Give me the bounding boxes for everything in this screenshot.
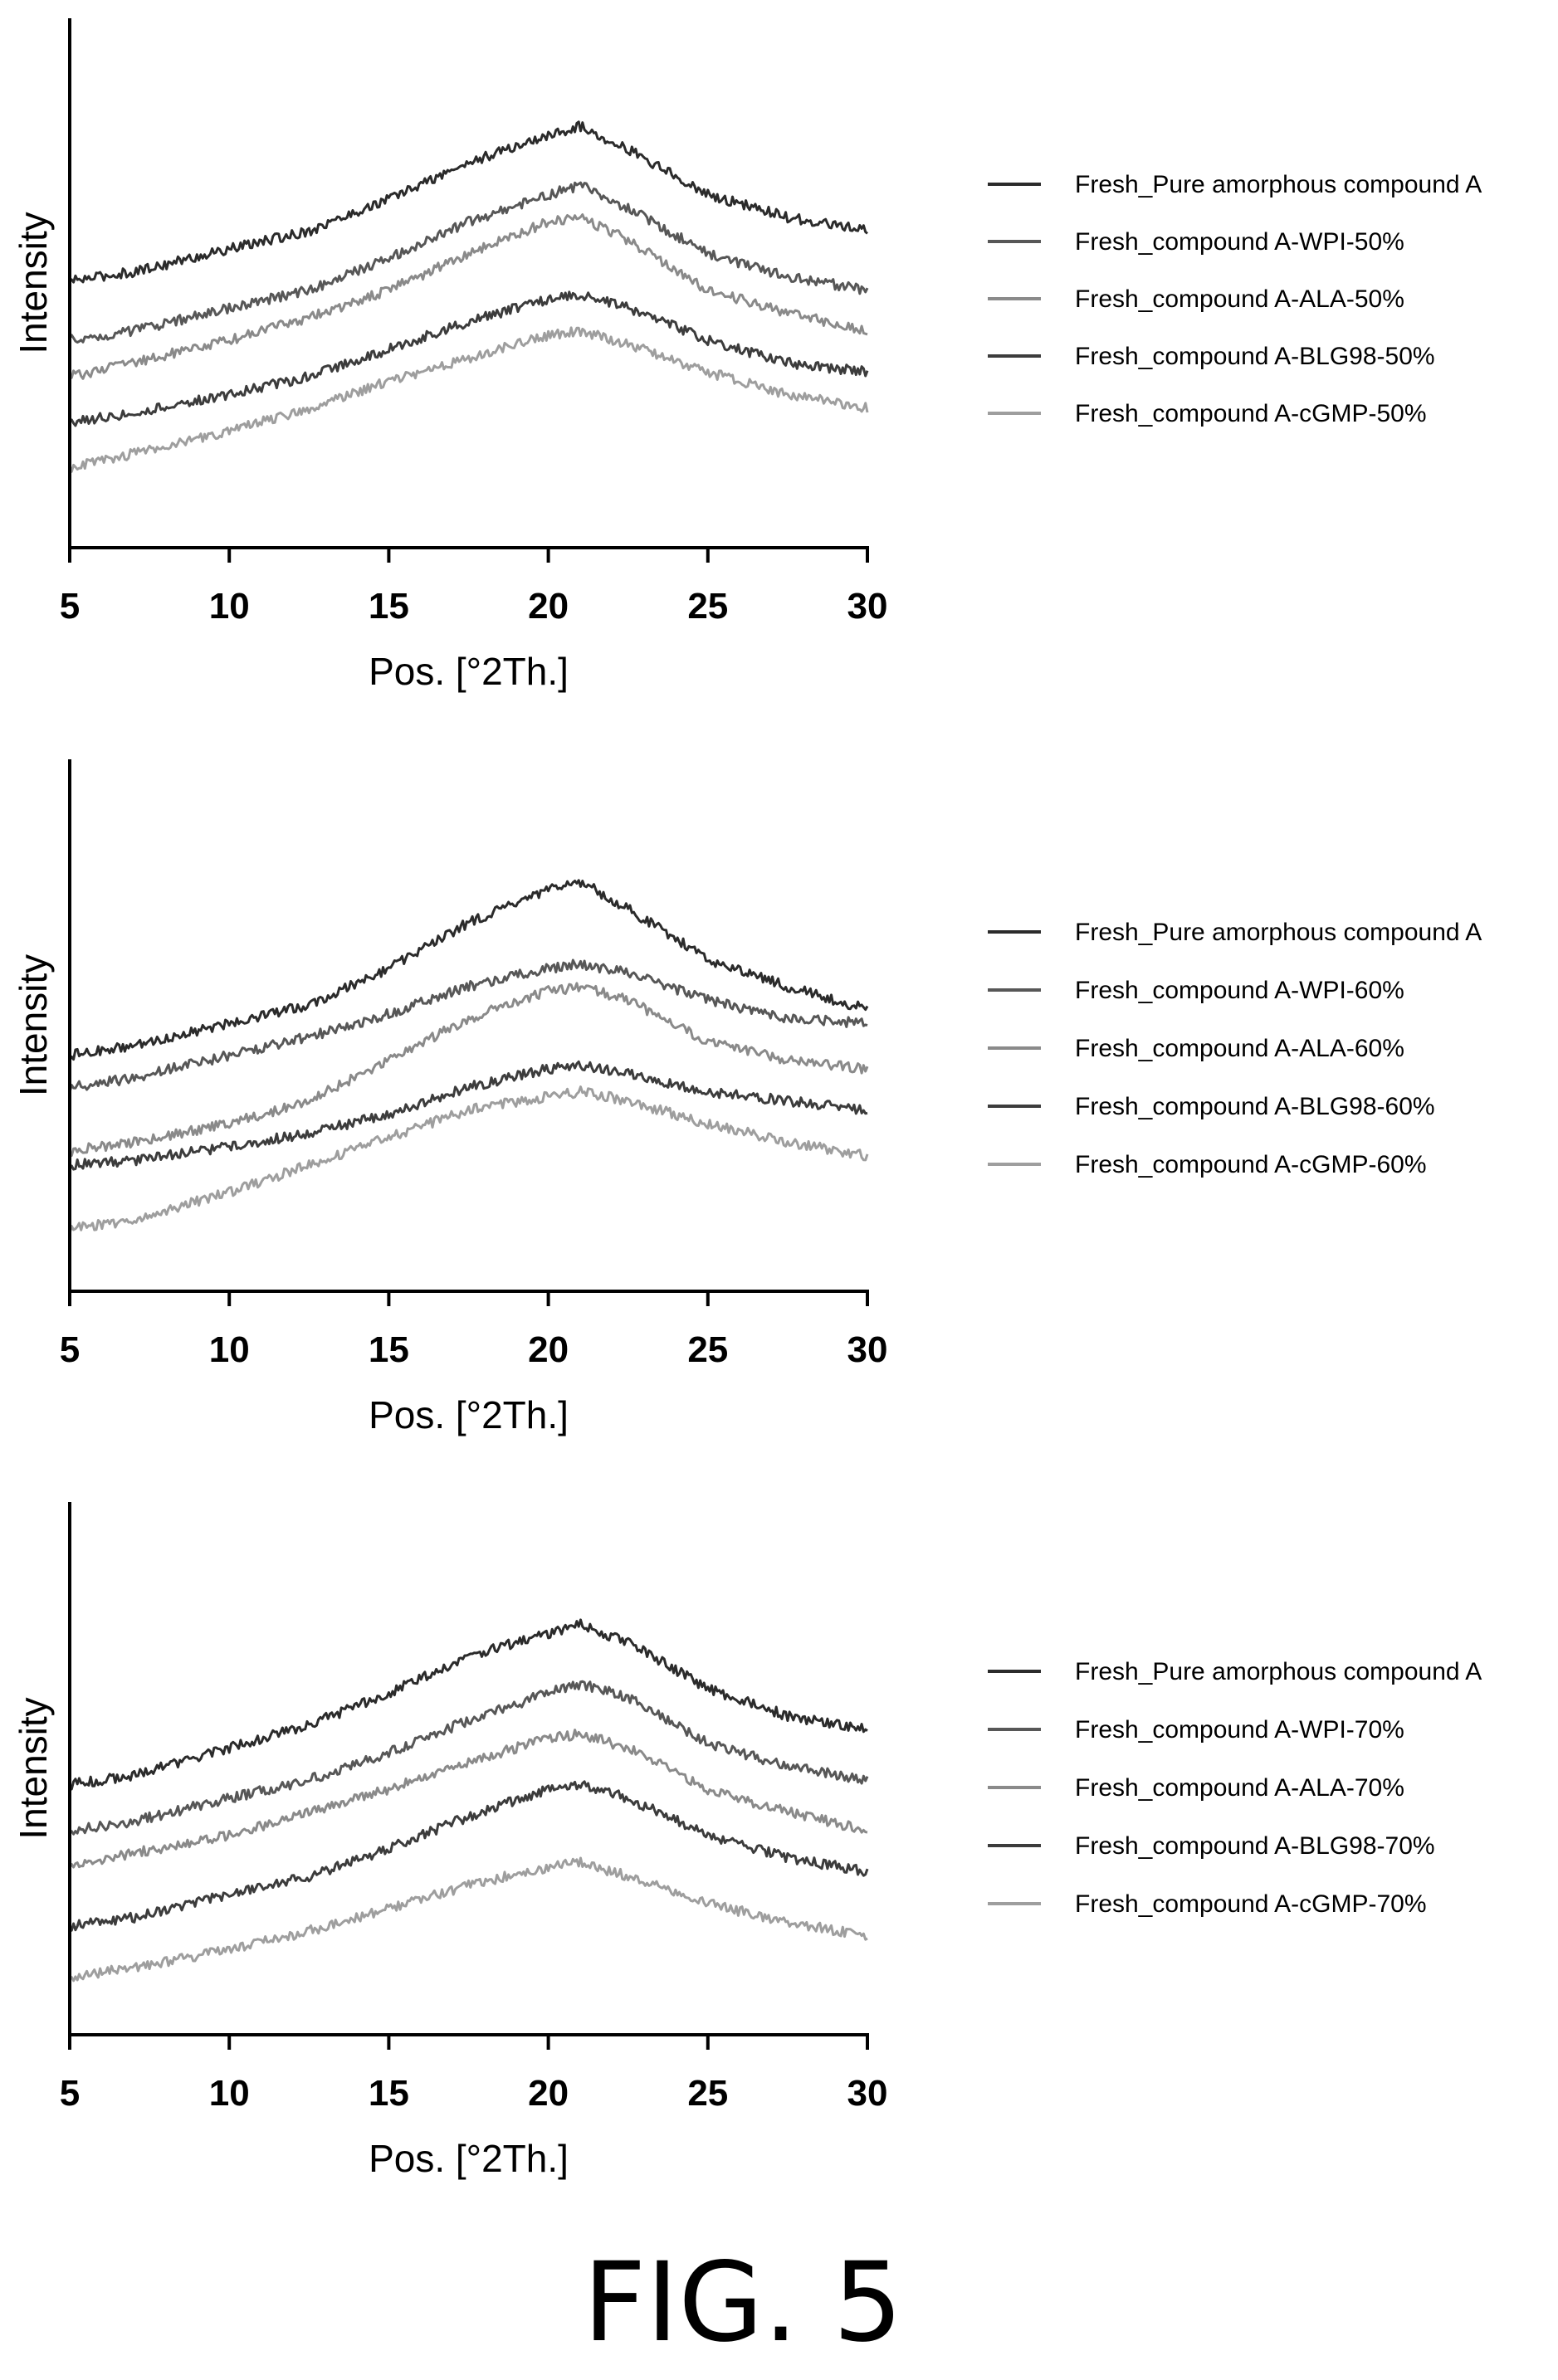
x-axis-label: Pos. [°2Th.] (369, 1393, 569, 1436)
series-line-4 (68, 1780, 869, 1932)
legend: Fresh_Pure amorphous compound A Fresh_com… (988, 1658, 1482, 1918)
legend-entry-label: Fresh_compound A-BLG98-60% (1075, 1093, 1435, 1120)
series-line-2 (69, 1680, 869, 1836)
x-axis-label: Pos. [°2Th.] (369, 2137, 569, 2180)
legend-entry-label: Fresh_compound A-WPI-60% (1075, 977, 1404, 1004)
y-axis-label: Intensity (12, 954, 55, 1096)
x-tick-label: 20 (528, 2073, 569, 2114)
series-line-3 (68, 213, 868, 380)
series-line-2 (68, 958, 868, 1093)
series-line-4 (69, 290, 869, 427)
legend-entry-label: Fresh_compound A-BLG98-70% (1075, 1832, 1435, 1860)
series-line-2 (68, 181, 869, 344)
series-line-1 (69, 120, 868, 284)
y-axis-label: Intensity (12, 1697, 55, 1839)
x-tick-label: 20 (528, 1329, 569, 1370)
charts-container: 5 10 15 20 25 30 Pos. [°2Th.] Intensity Fresh_Pu… (12, 18, 1482, 2180)
series-line-5 (68, 326, 869, 473)
legend-entry-label: Fresh_compound A-ALA-60% (1075, 1035, 1404, 1062)
x-tick-label: 15 (369, 1329, 409, 1370)
legend: Fresh_Pure amorphous compound A Fresh_com… (988, 171, 1482, 427)
legend-entry-label: Fresh_compound A-ALA-50% (1075, 285, 1404, 313)
chart-panel-2: 5 10 15 20 25 30 Pos. [°2Th.] Intensity Fresh_Pu… (12, 759, 1482, 1436)
legend-entry-label: Fresh_compound A-BLG98-50% (1075, 343, 1435, 370)
legend-entry-label: Fresh_compound A-cGMP-50% (1075, 400, 1427, 427)
x-axis-label: Pos. [°2Th.] (369, 650, 569, 693)
legend-entry-label: Fresh_Pure amorphous compound A (1075, 919, 1482, 946)
x-tick-label: 25 (687, 1329, 728, 1370)
legend-entry-label: Fresh_compound A-cGMP-60% (1075, 1151, 1427, 1178)
legend-entry-label: Fresh_Pure amorphous compound A (1075, 1658, 1482, 1685)
series-line-3 (69, 982, 869, 1158)
x-tick-label: 30 (847, 1329, 888, 1370)
y-axis-label: Intensity (12, 212, 55, 354)
x-tick-label: 10 (209, 1329, 250, 1370)
x-tick-label: 15 (369, 586, 409, 627)
x-tick-label: 30 (847, 586, 888, 627)
legend-entry-label: Fresh_compound A-cGMP-70% (1075, 1890, 1427, 1918)
x-tick-label: 20 (528, 586, 569, 627)
x-tick-label: 10 (209, 2073, 250, 2114)
legend: Fresh_Pure amorphous compound A Fresh_com… (988, 919, 1482, 1178)
chart-panel-3: 5 10 15 20 25 30 Pos. [°2Th.] Intensity Fresh_Pu… (12, 1502, 1482, 2180)
x-tick-label: 10 (209, 586, 250, 627)
figure-caption: FIG. 5 (583, 2239, 902, 2367)
legend-entry-label: Fresh_compound A-ALA-70% (1075, 1774, 1404, 1802)
series-line-1 (68, 1618, 868, 1791)
series-line-5 (68, 1085, 869, 1234)
series-line-3 (68, 1729, 868, 1869)
legend-entry-label: Fresh_Pure amorphous compound A (1075, 171, 1482, 198)
chart-panel-1: 5 10 15 20 25 30 Pos. [°2Th.] Intensity Fresh_Pu… (12, 18, 1482, 693)
series-line-4 (68, 1060, 868, 1171)
legend-entry-label: Fresh_compound A-WPI-50% (1075, 228, 1404, 256)
x-tick-label: 15 (369, 2073, 409, 2114)
series-line-1 (68, 879, 869, 1061)
x-tick-label: 5 (60, 1329, 80, 1370)
x-tick-label: 25 (687, 2073, 728, 2114)
x-tick-label: 25 (687, 586, 728, 627)
x-tick-label: 5 (60, 586, 80, 627)
x-tick-label: 30 (847, 2073, 888, 2114)
series-line-5 (69, 1856, 868, 1983)
x-tick-label: 5 (60, 2073, 80, 2114)
legend-entry-label: Fresh_compound A-WPI-70% (1075, 1716, 1404, 1744)
